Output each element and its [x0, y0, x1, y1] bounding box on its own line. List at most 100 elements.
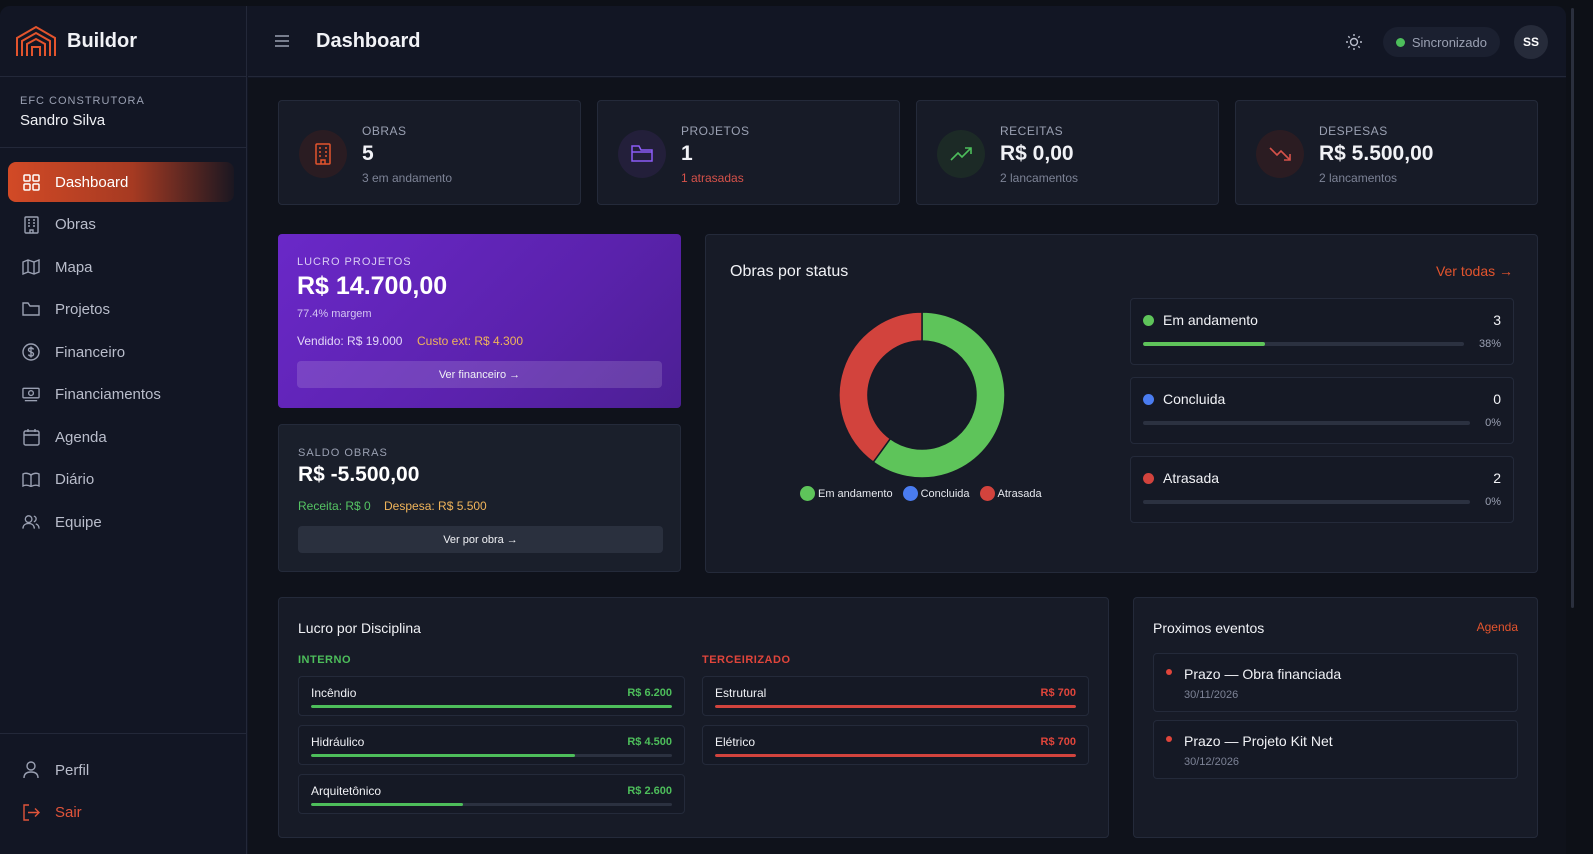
status-row-em-andamento[interactable]: Em andamento 3 38% — [1130, 298, 1514, 365]
menu-icon[interactable] — [274, 34, 290, 48]
logout-icon — [22, 803, 40, 821]
card-title: Proximos eventos — [1153, 620, 1265, 636]
sun-icon[interactable] — [1345, 33, 1363, 51]
lucro-label: LUCRO PROJETOS — [297, 256, 412, 268]
nav-item-mapa[interactable]: Mapa — [8, 247, 234, 287]
lucro-vendido: Vendido: R$ 19.000 — [297, 334, 403, 348]
event-name: Prazo — Projeto Kit Net — [1184, 733, 1333, 749]
discipline-row-eletrico[interactable]: Elétrico R$ 700 — [702, 725, 1089, 765]
grid-icon — [22, 173, 40, 191]
ver-financeiro-button[interactable]: Ver financeiro → — [297, 361, 662, 388]
event-date: 30/12/2026 — [1184, 756, 1240, 768]
stat-label: RECEITAS — [1000, 124, 1064, 138]
banknote-icon — [22, 386, 40, 404]
stat-value: R$ 0,00 — [1000, 142, 1074, 165]
lucro-por-disciplina-card: Lucro por Disciplina INTERNO TERCEIRIZAD… — [278, 597, 1109, 838]
saldo-label: SALDO OBRAS — [298, 447, 388, 459]
nav-label: Perfil — [55, 761, 90, 779]
brand[interactable]: Buildor — [0, 6, 246, 77]
discipline-row-arquitetonico[interactable]: Arquitetônico R$ 2.600 — [298, 774, 685, 814]
stat-label: OBRAS — [362, 124, 407, 138]
sidebar: Buildor EFC CONSTRUTORA Sandro Silva Das… — [0, 6, 247, 854]
nav-label: Diário — [55, 471, 95, 488]
event-dot — [1166, 669, 1172, 675]
discipline-amount: R$ 700 — [1040, 687, 1076, 699]
nav-label: Financiamentos — [55, 386, 161, 403]
donut-slice-atrasada[interactable] — [838, 311, 923, 464]
legend-item[interactable]: Em andamento — [800, 486, 893, 501]
buildor-logo-icon — [16, 25, 56, 56]
nav-item-perfil[interactable]: Perfil — [8, 750, 235, 790]
ver-todas-link[interactable]: Ver todas → — [1435, 263, 1513, 279]
discipline-amount: R$ 4.500 — [627, 736, 672, 748]
stat-card-receitas[interactable]: RECEITAS R$ 0,00 2 lancamentos — [916, 100, 1219, 205]
discipline-amount: R$ 2.600 — [627, 785, 672, 797]
discipline-bar — [311, 803, 672, 806]
stat-card-despesas[interactable]: DESPESAS R$ 5.500,00 2 lancamentos — [1235, 100, 1538, 205]
stat-sub: 2 lancamentos — [1000, 171, 1079, 185]
scrollbar-thumb[interactable] — [1571, 8, 1574, 608]
discipline-bar-fill — [311, 705, 672, 708]
nav-item-projetos[interactable]: Projetos — [8, 290, 234, 330]
event-date: 30/11/2026 — [1184, 689, 1239, 701]
status-pct: 38% — [1478, 338, 1501, 350]
page-scrollbar[interactable] — [1566, 0, 1593, 854]
nav-label: Mapa — [55, 258, 93, 276]
card-title: Obras por status — [730, 263, 849, 280]
lucro-custo: Custo ext: R$ 4.300 — [417, 334, 524, 348]
stat-sub: 1 atrasadas — [681, 171, 744, 185]
nav-item-equipe[interactable]: Equipe — [8, 502, 234, 542]
event-item[interactable]: Prazo — Projeto Kit Net 30/12/2026 — [1153, 720, 1518, 779]
nav-item-dashboard[interactable]: Dashboard — [8, 162, 234, 202]
discipline-name: Estrutural — [715, 686, 767, 700]
nav-item-sair[interactable]: Sair — [8, 792, 235, 832]
agenda-link[interactable]: Agenda — [1476, 620, 1518, 634]
nav-item-obras[interactable]: Obras — [8, 205, 234, 245]
status-pct: 0% — [1485, 417, 1501, 429]
nav-item-financiamentos[interactable]: Financiamentos — [8, 375, 234, 415]
nav-label: Financeiro — [55, 343, 126, 361]
event-item[interactable]: Prazo — Obra financiada 30/11/2026 — [1153, 653, 1518, 712]
status-donut-chart — [838, 311, 1006, 479]
nav-item-financeiro[interactable]: Financeiro — [8, 332, 234, 372]
discipline-row-estrutural[interactable]: Estrutural R$ 700 — [702, 676, 1089, 716]
legend-item[interactable]: Concluida — [902, 486, 970, 501]
stat-value: 1 — [681, 142, 693, 165]
discipline-row-hidraulico[interactable]: Hidráulico R$ 4.500 — [298, 725, 685, 765]
discipline-bar — [311, 705, 672, 708]
user-name: Sandro Silva — [20, 112, 106, 129]
building-icon — [299, 130, 347, 178]
saldo-value: R$ -5.500,00 — [298, 463, 420, 486]
nav-item-agenda[interactable]: Agenda — [8, 417, 234, 457]
stat-card-obras[interactable]: OBRAS 5 3 em andamento — [278, 100, 581, 205]
nav-item-diario[interactable]: Diário — [8, 460, 234, 500]
ver-por-obra-button[interactable]: Ver por obra → — [298, 526, 663, 553]
group-label-terceirizado: TERCEIRIZADO — [702, 654, 791, 666]
company-name: EFC CONSTRUTORA — [20, 95, 145, 107]
legend-swatch — [800, 486, 815, 501]
sidebar-bottom: Perfil Sair — [0, 733, 247, 834]
dollar-icon — [22, 343, 40, 361]
legend-item[interactable]: Atrasada — [979, 486, 1042, 501]
event-dot — [1166, 736, 1172, 742]
legend-swatch — [902, 486, 918, 501]
status-pct: 0% — [1485, 496, 1501, 508]
obras-por-status-card: Obras por status Ver todas → Em andament… — [705, 234, 1538, 573]
status-name: Atrasada — [1163, 470, 1220, 486]
donut-slice-em-andamento[interactable] — [872, 311, 1006, 479]
avatar[interactable]: SS — [1514, 25, 1548, 59]
stat-label: PROJETOS — [681, 124, 750, 138]
status-dot — [1143, 473, 1154, 484]
status-row-atrasada[interactable]: Atrasada 2 0% — [1130, 456, 1514, 523]
discipline-amount: R$ 700 — [1040, 736, 1076, 748]
building-icon — [22, 215, 40, 234]
stat-card-projetos[interactable]: PROJETOS 1 1 atrasadas — [597, 100, 900, 205]
folder-icon — [618, 130, 666, 178]
discipline-row-incendio[interactable]: Incêndio R$ 6.200 — [298, 676, 685, 716]
status-row-concluida[interactable]: Concluida 0 0% — [1130, 377, 1514, 444]
nav-label: Equipe — [55, 513, 102, 531]
saldo-despesa: Despesa: R$ 5.500 — [384, 499, 487, 513]
event-name: Prazo — Obra financiada — [1184, 666, 1342, 682]
card-title: Lucro por Disciplina — [298, 620, 421, 636]
stat-sub: 3 em andamento — [362, 171, 453, 185]
